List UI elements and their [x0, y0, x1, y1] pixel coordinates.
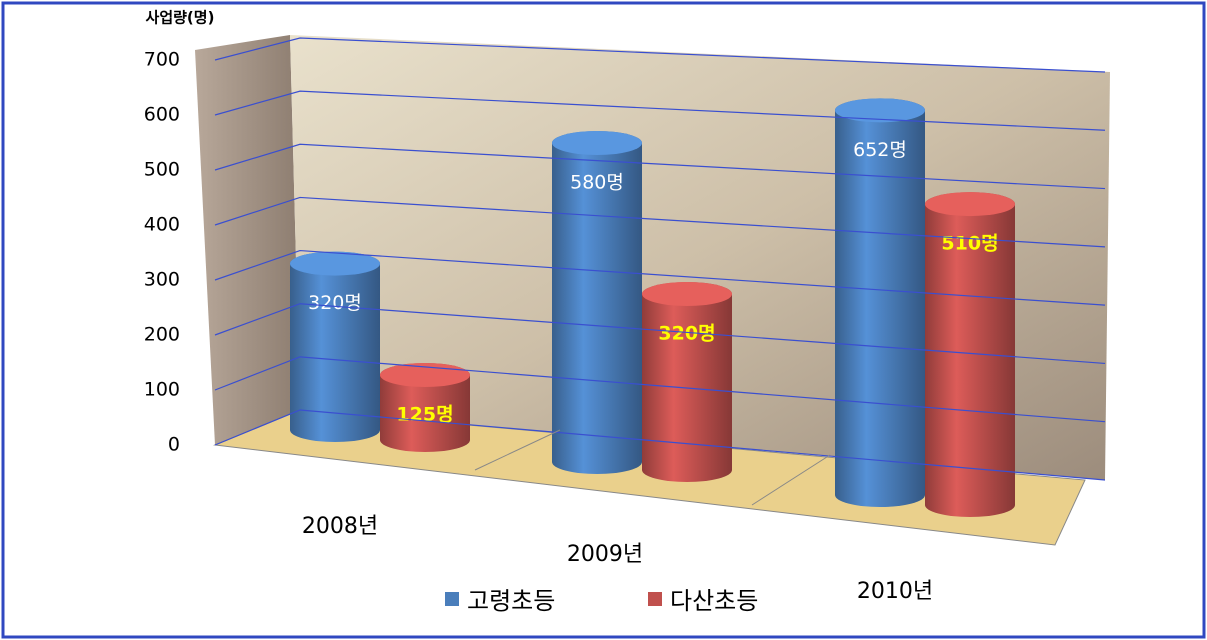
- x-tick-label: 2009년: [567, 542, 643, 567]
- y-tick-label: 600: [144, 104, 180, 126]
- chart: 사업량(명) 320명125명580명320명652명510명 01002003…: [0, 0, 1207, 640]
- x-tick-label: 2010년: [857, 579, 933, 604]
- x-tick-label: 2008년: [302, 514, 378, 539]
- cylinder-top: [642, 282, 732, 306]
- y-tick-label: 700: [144, 49, 180, 71]
- legend-swatch: [445, 592, 459, 606]
- y-tick-label: 100: [144, 379, 180, 401]
- y-tick-label: 0: [168, 434, 180, 456]
- y-tick-label: 400: [144, 214, 180, 236]
- cylinder-top: [925, 192, 1015, 216]
- legend-label: 다산초등: [670, 587, 758, 615]
- value-label: 510명: [941, 233, 998, 255]
- cylinder: [642, 282, 732, 482]
- y-tick-label: 300: [144, 269, 180, 291]
- value-label: 580명: [570, 172, 624, 194]
- cylinder-top: [552, 131, 642, 155]
- y-axis-label: 사업량(명): [146, 9, 215, 27]
- y-tick-label: 500: [144, 159, 180, 181]
- y-tick-label: 200: [144, 324, 180, 346]
- legend-swatch: [648, 592, 662, 606]
- legend-label: 고령초등: [467, 587, 555, 615]
- cylinder-top: [835, 98, 925, 122]
- value-label: 320명: [308, 292, 362, 314]
- value-label: 652명: [853, 139, 907, 161]
